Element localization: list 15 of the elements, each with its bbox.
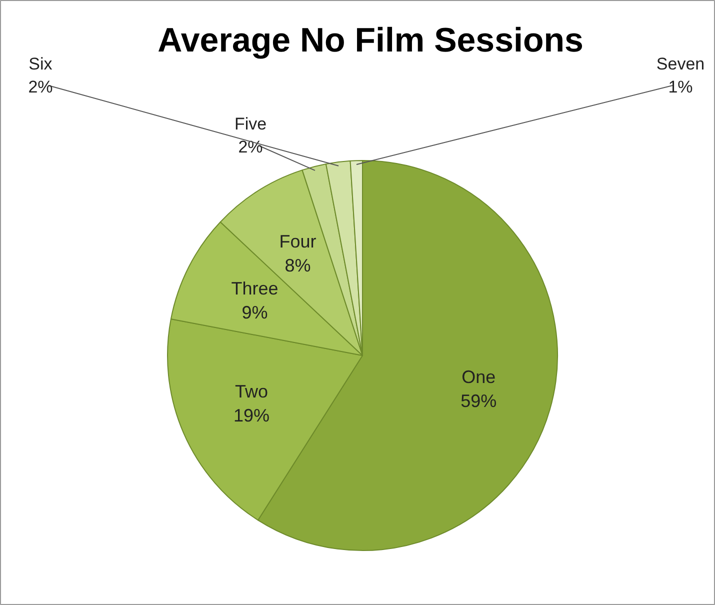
data-label: 1%: [668, 77, 693, 96]
chart-title: Average No Film Sessions: [158, 22, 584, 60]
slice-label: Seven: [656, 54, 705, 74]
slice-label: One: [462, 367, 496, 388]
data-label: 59%: [460, 391, 497, 412]
data-label: 2%: [238, 137, 263, 156]
slice-label: Five: [234, 114, 267, 134]
slice-label: Three: [231, 278, 278, 299]
data-label: 2%: [28, 77, 53, 96]
slice-label: Two: [235, 382, 268, 402]
data-label: 9%: [242, 302, 268, 323]
slice-label: Six: [28, 54, 53, 74]
data-label: 19%: [234, 406, 270, 426]
slice-label: Four: [279, 231, 316, 252]
data-label: 8%: [284, 255, 311, 276]
